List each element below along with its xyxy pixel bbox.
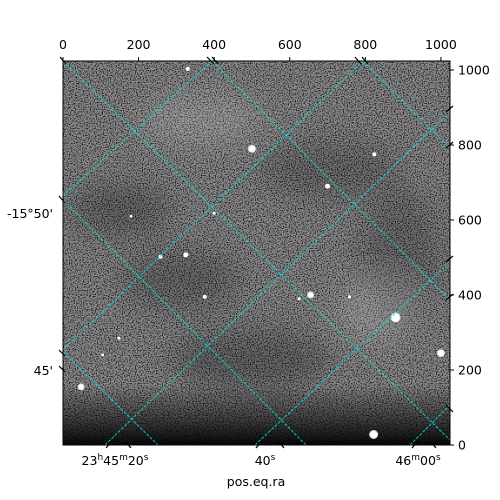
world-tick-mark [59, 56, 67, 65]
y-tick-label: 400 [458, 288, 482, 303]
world-tick-mark [445, 293, 454, 301]
star [247, 144, 256, 153]
world-tick-mark [206, 56, 215, 65]
x-axis-title: pos.eq.ra [227, 474, 285, 489]
grid-line [63, 61, 364, 351]
x-tick-label: 800 [353, 37, 377, 52]
x-tick-label: 400 [202, 37, 226, 52]
y-tick-label: 200 [458, 363, 482, 378]
dec-tick-label-1: -15°50' [7, 206, 53, 221]
star [390, 312, 401, 323]
star [297, 297, 301, 301]
world-tick-mark [124, 440, 132, 449]
grid-line [254, 261, 450, 445]
world-axis-ticks [58, 56, 454, 449]
right-pixel-axis: 0 200 400 600 800 1000 [450, 63, 490, 453]
star [307, 291, 315, 299]
grid-line [362, 61, 450, 149]
world-tick-mark [255, 440, 263, 449]
grid-line [63, 199, 307, 445]
ra-tick-label-1: 23h45m20s [82, 453, 149, 468]
world-tick-mark [445, 105, 454, 113]
ra-tick-label-2: 40s [255, 453, 276, 468]
x-tick-label: 0 [59, 37, 67, 52]
top-pixel-axis: 0 200 400 600 800 1000 [59, 37, 457, 61]
world-tick-mark [445, 255, 454, 263]
grid-line [104, 111, 450, 445]
star [129, 214, 133, 218]
world-tick-mark [105, 440, 113, 449]
grid-line [63, 61, 213, 197]
bottom-dark-band [63, 385, 450, 445]
world-tick-mark [58, 349, 66, 357]
grid-line [63, 61, 450, 441]
star [347, 295, 351, 299]
star [202, 294, 207, 299]
world-tick-mark [445, 404, 454, 413]
dec-tick-labels: -15°50' 45' [7, 206, 53, 378]
x-tick-label: 600 [278, 37, 302, 52]
x-tick-label: 200 [127, 37, 151, 52]
coordinate-grid [63, 61, 450, 445]
world-tick-mark [354, 56, 362, 65]
y-tick-label: 800 [458, 138, 482, 153]
dec-tick-label-2: 45' [34, 363, 53, 378]
star [183, 252, 189, 258]
grid-line [63, 351, 159, 445]
plot-frame [62, 60, 451, 446]
ra-tick-label-3: 46m00s [395, 453, 441, 468]
world-tick-mark [429, 440, 437, 449]
x-tick-label: 1000 [425, 37, 457, 52]
world-tick-mark [411, 440, 419, 449]
image-area [63, 61, 450, 445]
star [212, 211, 216, 215]
star [369, 430, 379, 439]
y-tick-label: 0 [458, 438, 466, 453]
y-tick-label: 1000 [458, 63, 490, 78]
star [372, 152, 377, 157]
nebula-shading [70, 95, 440, 390]
world-tick-mark [361, 56, 369, 65]
star [117, 336, 121, 340]
world-tick-mark [211, 56, 219, 65]
world-tick-mark [58, 365, 66, 373]
grid-line [211, 61, 450, 301]
star [325, 183, 331, 189]
ra-tick-labels: 23h45m20s 40s 46m00s [82, 453, 441, 468]
star [185, 66, 190, 71]
star [77, 383, 85, 391]
star [101, 353, 105, 357]
star [436, 349, 445, 358]
world-tick-mark [58, 195, 66, 204]
grid-line [409, 404, 450, 445]
world-tick-mark [445, 141, 454, 149]
world-tick-mark [277, 440, 285, 449]
y-tick-label: 600 [458, 213, 482, 228]
